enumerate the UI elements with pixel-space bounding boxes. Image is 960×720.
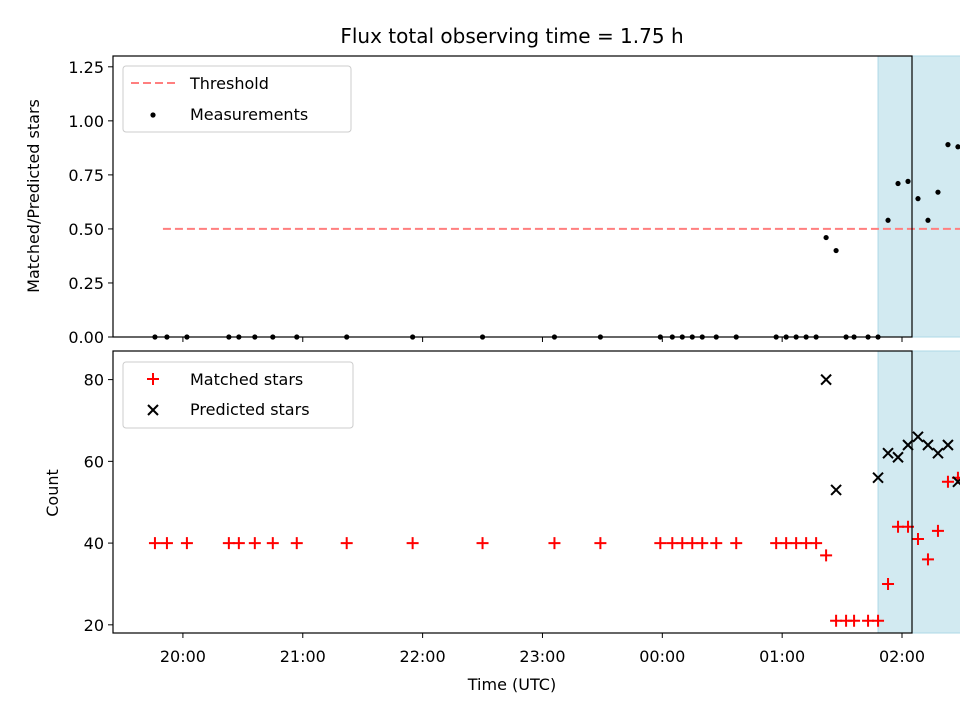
x-tick-label: 20:00 <box>160 647 206 666</box>
matched-legend-label: Matched stars <box>190 370 303 389</box>
bottom-y-tick-label: 60 <box>84 452 104 471</box>
bottom-y-ticks: 20 40 60 80 <box>84 371 113 635</box>
measurement-point <box>935 189 941 195</box>
top-y-tick-label: 0.50 <box>68 220 104 239</box>
x-tick-label: 00:00 <box>639 647 685 666</box>
predicted-legend-swatch <box>147 404 159 416</box>
bottom-axes-frame <box>112 350 913 634</box>
top-y-tick-label: 0.25 <box>68 274 104 293</box>
predicted-star-point <box>952 476 960 488</box>
matched-star-point <box>232 537 245 550</box>
bottom-legend-box <box>122 361 354 429</box>
matched-star-point <box>266 537 279 550</box>
matched-star-point <box>848 614 861 627</box>
matched-stars-group <box>148 471 960 627</box>
predicted-star-point <box>902 439 914 451</box>
x-tick-label: 21:00 <box>280 647 326 666</box>
top-panel: 0.00 0.25 0.50 0.75 1.00 1.25 Matched/Predict… <box>24 55 960 347</box>
x-tick-label: 23:00 <box>519 647 565 666</box>
bottom-shaded-interval <box>877 350 960 634</box>
bottom-panel: 20 40 60 80 20:00 21:00 22:00 23:00 00:00 01:00 0… <box>43 350 960 694</box>
measurement-point <box>925 217 931 223</box>
matched-star-point <box>548 537 561 550</box>
top-y-tick-label: 1.00 <box>68 112 104 131</box>
x-tick-label: 22:00 <box>400 647 446 666</box>
measurement-point <box>945 142 951 148</box>
matched-star-point <box>180 537 193 550</box>
measurements-legend-swatch <box>150 112 156 118</box>
matched-star-point <box>148 537 161 550</box>
matched-star-point <box>340 537 353 550</box>
x-tick-label: 02:00 <box>879 647 925 666</box>
matched-star-point <box>594 537 607 550</box>
predicted-star-point <box>922 439 934 451</box>
predicted-star-point <box>912 431 924 443</box>
measurement-point <box>895 180 901 187</box>
matched-star-point <box>882 577 895 590</box>
x-tick-label: 01:00 <box>759 647 805 666</box>
measurement-point <box>833 247 839 254</box>
predicted-star-point <box>892 451 904 463</box>
predicted-star-point <box>882 447 894 459</box>
top-y-tick-label: 1.25 <box>68 58 104 77</box>
matched-star-point <box>290 537 303 550</box>
top-y-axis-label: Matched/Predicted stars <box>24 99 43 293</box>
predicted-legend-label: Predicted stars <box>190 400 310 419</box>
measurement-point <box>885 217 891 223</box>
measurement-point <box>915 196 921 202</box>
bottom-y-tick-label: 20 <box>84 616 104 635</box>
predicted-star-point <box>820 373 832 386</box>
top-x-ticks <box>182 337 903 342</box>
matched-star-point <box>921 553 934 566</box>
matched-star-point <box>406 537 419 550</box>
matched-legend-swatch <box>147 373 159 385</box>
top-y-tick-label: 0.00 <box>68 328 104 347</box>
matched-star-point <box>476 537 489 550</box>
top-legend-box <box>122 65 352 133</box>
x-axis-label: Time (UTC) <box>467 675 556 694</box>
predicted-stars-group <box>820 373 960 496</box>
bottom-legend: Matched stars Predicted stars <box>122 361 354 429</box>
bottom-y-tick-label: 40 <box>84 534 104 553</box>
matched-star-point <box>810 537 823 550</box>
matched-star-point <box>911 533 924 545</box>
measurements-legend-label: Measurements <box>190 105 308 124</box>
predicted-star-point <box>830 484 842 496</box>
predicted-star-point <box>872 471 884 484</box>
top-y-ticks: 0.00 0.25 0.50 0.75 1.00 1.25 <box>68 58 113 347</box>
measurement-point <box>823 234 829 241</box>
predicted-star-point <box>932 447 944 459</box>
threshold-legend-label: Threshold <box>189 74 269 93</box>
matched-star-point <box>820 549 833 562</box>
top-y-tick-label: 0.75 <box>68 166 104 185</box>
matched-star-point <box>696 537 709 550</box>
matched-star-point <box>710 537 723 550</box>
predicted-star-point <box>942 439 954 451</box>
matched-star-point <box>730 537 743 550</box>
measurement-point <box>955 144 960 150</box>
bottom-x-ticks: 20:0021:0022:0023:0000:0001:0002:0003:00… <box>160 633 925 666</box>
bottom-y-tick-label: 80 <box>84 371 104 390</box>
matched-star-point <box>872 614 885 627</box>
chart-title: Flux total observing time = 1.75 h <box>340 24 683 48</box>
top-axes-frame <box>112 55 913 338</box>
measurement-point <box>905 178 911 184</box>
bottom-y-axis-label: Count <box>43 469 62 517</box>
matched-star-point <box>941 475 954 488</box>
matched-star-point <box>931 524 944 537</box>
matched-star-point <box>248 537 261 550</box>
top-legend: Threshold Measurements <box>122 65 352 133</box>
matched-star-point <box>160 537 173 550</box>
matched-star-point <box>654 537 667 550</box>
